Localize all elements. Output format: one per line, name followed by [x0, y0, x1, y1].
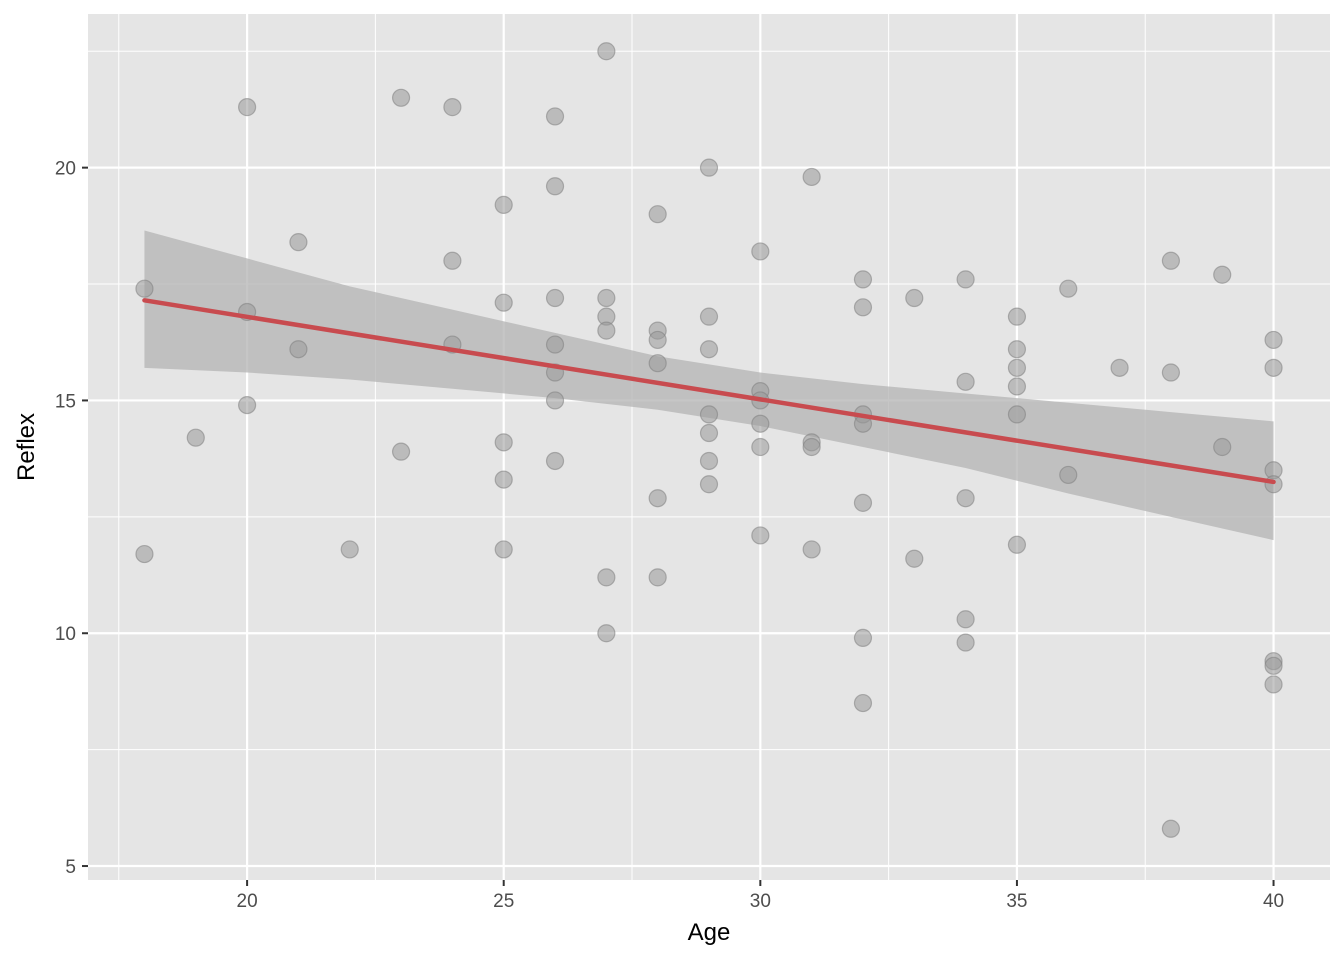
data-point: [1213, 265, 1232, 284]
data-point: [648, 489, 667, 508]
data-point: [699, 423, 719, 443]
data-point: [1007, 307, 1027, 326]
data-point: [186, 428, 205, 447]
y-tick-label: 5: [65, 857, 76, 878]
data-point: [699, 451, 719, 471]
data-point: [905, 288, 924, 308]
data-point: [545, 177, 565, 196]
data-point: [1161, 251, 1181, 270]
data-point: [1264, 475, 1283, 494]
data-point: [494, 470, 513, 489]
data-point: [597, 568, 616, 587]
data-point: [751, 437, 770, 457]
data-point: [648, 354, 667, 373]
data-point: [597, 288, 616, 308]
data-point: [1059, 279, 1078, 298]
data-point: [956, 610, 975, 629]
data-point: [443, 251, 462, 270]
data-point: [648, 205, 667, 224]
data-point: [597, 42, 616, 61]
data-point: [751, 526, 770, 545]
data-point: [956, 633, 975, 652]
data-point: [853, 493, 873, 512]
data-point: [237, 395, 257, 415]
data-point: [699, 307, 719, 326]
data-point: [494, 195, 513, 214]
x-tick-label: 25: [493, 891, 514, 912]
y-tick-label: 20: [55, 159, 76, 180]
x-tick-label: 40: [1263, 891, 1284, 912]
data-point: [956, 372, 975, 391]
data-point: [1007, 358, 1027, 377]
data-point: [1007, 535, 1027, 554]
data-point: [751, 414, 770, 433]
data-point: [1007, 340, 1027, 359]
confidence-band: [144, 230, 1274, 541]
x-tick-label: 20: [237, 891, 258, 912]
data-point: [545, 451, 565, 471]
data-point: [751, 242, 770, 261]
x-tick-label: 35: [1006, 891, 1027, 912]
data-point: [545, 288, 565, 308]
data-point: [391, 88, 411, 107]
data-point: [1264, 358, 1283, 377]
data-point: [1264, 675, 1283, 694]
data-point: [1161, 363, 1181, 382]
data-point: [1264, 330, 1283, 350]
data-point: [545, 335, 565, 354]
x-axis-title: Age: [688, 919, 731, 946]
data-point: [289, 233, 308, 252]
data-point: [853, 298, 873, 317]
data-point: [956, 489, 975, 508]
data-point: [699, 475, 719, 494]
data-point: [699, 158, 719, 177]
data-point: [1213, 437, 1232, 457]
data-point: [494, 433, 513, 452]
y-tick-label: 10: [55, 624, 76, 645]
data-point: [905, 549, 924, 568]
data-point: [545, 391, 565, 410]
data-point: [597, 321, 616, 340]
data-point: [1110, 358, 1129, 377]
data-point: [597, 624, 616, 643]
data-point: [340, 540, 359, 559]
data-point: [853, 270, 873, 289]
data-point: [494, 540, 513, 559]
data-point: [135, 279, 154, 298]
data-point: [135, 544, 154, 564]
y-axis-title: Reflex: [13, 413, 40, 481]
data-point: [802, 167, 821, 187]
regression-line: [142, 298, 1276, 485]
data-point: [1007, 405, 1027, 424]
data-point: [853, 628, 873, 647]
data-point: [1161, 819, 1181, 838]
data-point: [1264, 656, 1283, 675]
axes: 20 25 30 35 40 5 10 15 20: [55, 159, 1284, 912]
data-point: [699, 405, 719, 424]
data-point: [545, 107, 565, 126]
data-point: [802, 540, 821, 559]
data-point: [648, 568, 667, 587]
data-point: [237, 98, 257, 117]
data-point: [648, 330, 667, 350]
data-point: [956, 270, 975, 289]
data-point: [289, 340, 308, 359]
data-point: [443, 98, 462, 117]
x-tick-label: 30: [750, 891, 771, 912]
data-point: [391, 442, 411, 461]
data-point: [853, 693, 873, 713]
data-point: [1007, 377, 1027, 396]
data-point: [699, 340, 719, 359]
y-tick-label: 15: [55, 391, 76, 412]
data-point: [494, 293, 513, 312]
data-point: [1059, 465, 1078, 485]
data-point: [802, 437, 821, 457]
data-points: [135, 42, 1283, 838]
